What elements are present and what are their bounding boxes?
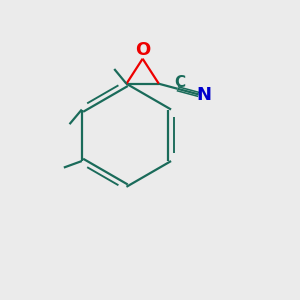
Text: C: C [174, 75, 185, 90]
Text: N: N [196, 86, 211, 104]
Text: O: O [135, 41, 150, 59]
